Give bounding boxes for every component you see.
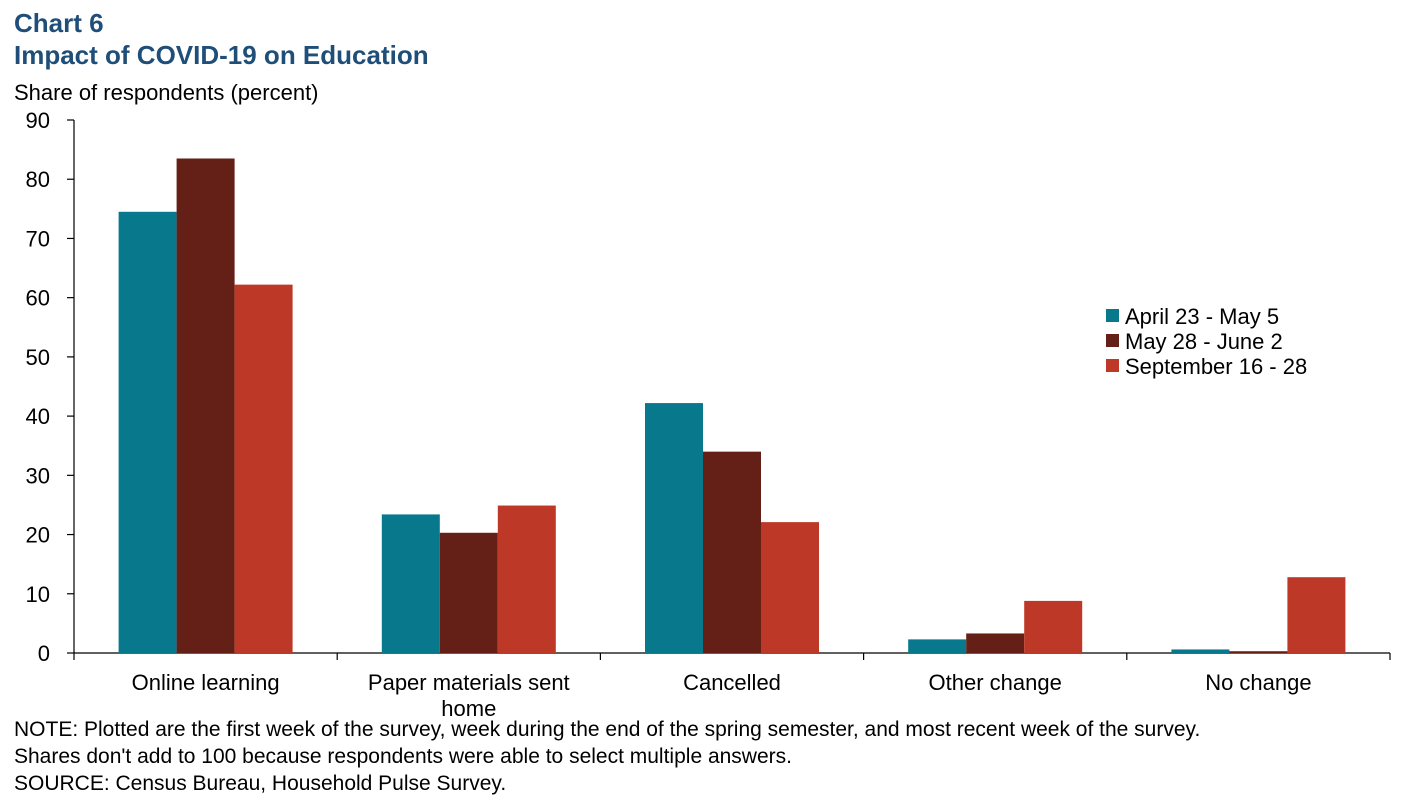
x-axis: Online learning Paper materials sent home C… [73,652,1391,721]
y-tick-label: 90 [26,108,50,133]
x-category-label: Paper materials sent home [368,670,570,721]
bar [381,514,440,653]
y-tick-label: 20 [26,523,50,548]
bars [118,158,1346,654]
y-tick-label: 50 [26,345,50,370]
bar [439,532,498,653]
legend-label: September 16 - 28 [1125,354,1307,379]
bar [761,522,819,653]
x-category-label: No change [1205,670,1311,695]
bar [234,284,293,653]
bar [118,211,177,654]
legend-swatch [1106,309,1119,322]
chart-number: Chart 6 [14,8,104,38]
y-tick-label: 0 [38,641,50,666]
bar [1229,651,1288,653]
x-category-label: Other change [929,670,1062,695]
bar [966,633,1025,653]
chart-title: Impact of COVID-19 on Education [14,40,429,70]
source-line: SOURCE: Census Bureau, Household Pulse S… [14,772,507,795]
bar [497,505,556,653]
note-line-1: NOTE: Plotted are the first week of the … [14,718,1201,741]
legend-label: May 28 - June 2 [1125,329,1283,354]
bar [645,403,703,653]
y-axis-title: Share of respondents (percent) [14,80,319,105]
notes: NOTE: Plotted are the first week of the … [14,716,1200,797]
bar [176,158,235,653]
bar [1024,600,1083,653]
bar [908,639,967,653]
bar [1287,577,1346,653]
legend-swatch [1106,334,1119,347]
legend-label: April 23 - May 5 [1125,304,1279,329]
note-line-2: Shares don't add to 100 because responde… [14,745,792,768]
y-tick-label: 70 [26,226,50,251]
x-category-label: Online learning [132,670,280,695]
y-tick-label: 80 [26,167,50,192]
y-tick-label: 60 [26,286,50,311]
y-axis: 0 10 20 30 40 50 60 70 80 90 [26,108,75,666]
y-tick-label: 40 [26,404,50,429]
legend-swatch [1106,359,1119,372]
bar [703,451,761,653]
bar [1171,649,1230,653]
y-tick-label: 30 [26,463,50,488]
x-category-label: Cancelled [683,670,781,695]
y-tick-label: 10 [26,582,50,607]
